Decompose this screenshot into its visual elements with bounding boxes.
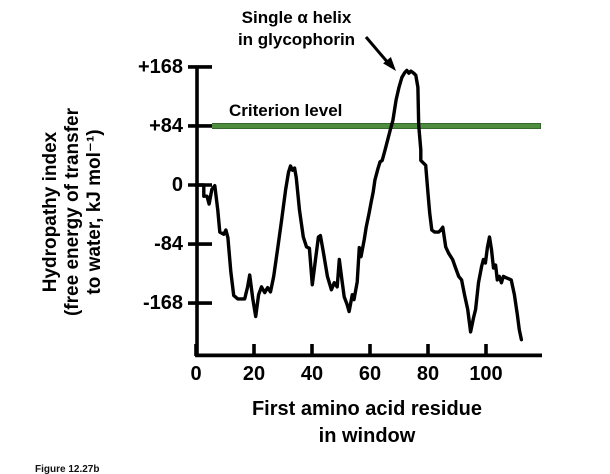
peak-annotation-line1: Single α helix [241,8,352,27]
x-axis-title-line1: First amino acid residue [251,398,483,420]
x-tick-label-0: 0 [190,363,202,385]
y-tick-label-plus84: +84 [149,114,183,137]
peak-annotation: Single α helix in glycophorin [214,7,379,51]
figure-caption: Figure 12.27b [35,464,100,474]
y-axis-title-line2: (free energy of transfer [62,108,83,317]
y-tick-label-0: 0 [171,174,183,196]
peak-annotation-line2: in glycophorin [237,30,356,49]
axis-ticks [188,65,488,356]
y-axis-title: Hydropathy index (free energy of transfe… [40,62,108,362]
annotation-arrow-line [364,36,391,65]
x-axis-title: First amino acid residue in window [242,396,492,450]
x-tick-label-60: 60 [358,363,382,385]
y-tick-label-minus168: -168 [142,292,183,315]
criterion-level-label: Criterion level [229,101,343,120]
hydropathy-curve [194,68,524,342]
x-axis-title-line2: in window [318,425,416,447]
x-tick-label-100: 100 [469,363,503,385]
y-tick-label-plus168: +168 [137,55,183,78]
x-tick-label-40: 40 [300,363,324,385]
y-axis-title-line1: Hydropathy index [40,131,61,293]
annotation-arrow [364,36,396,71]
x-tick-label-20: 20 [242,363,266,385]
y-axis-title-line3: to water, kJ mol⁻¹) [84,129,105,295]
y-tick-label-minus84: -84 [154,233,183,256]
x-tick-label-80: 80 [416,363,440,385]
annotation-arrowhead-icon [383,57,396,71]
